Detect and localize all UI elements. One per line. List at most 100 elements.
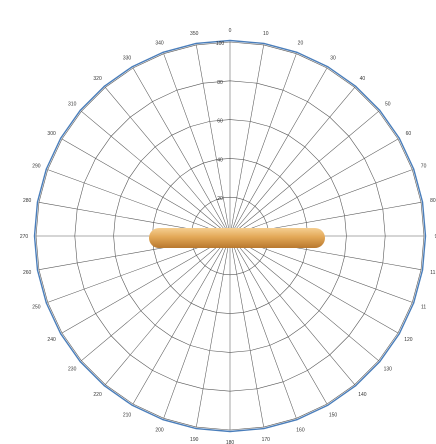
polar-grid	[35, 41, 425, 431]
grid-spoke-50	[229, 111, 379, 237]
grid-spoke-160	[229, 235, 297, 419]
series-point-150	[327, 404, 329, 406]
series-point-220	[103, 385, 105, 387]
angle-tick-label-250: 250	[32, 304, 41, 310]
series-point-50	[379, 109, 381, 111]
series-point-160	[296, 419, 298, 421]
grid-spoke-140	[229, 235, 355, 385]
series-point-100	[421, 269, 424, 271]
radial-tick-label-20: 20	[217, 196, 223, 202]
radial-labels: 20 40 60 80 100	[216, 41, 225, 202]
grid-spoke-340	[163, 53, 231, 237]
angle-tick-label-120: 120	[404, 337, 413, 343]
grid-spoke-130	[229, 235, 379, 361]
series-point-200	[162, 419, 164, 421]
grid-spoke-30	[229, 67, 328, 237]
radial-tick-label-40: 40	[217, 157, 223, 163]
angle-tick-label-290: 290	[32, 164, 41, 170]
angle-tick-label-150: 150	[329, 412, 338, 418]
grid-spoke-10	[229, 44, 264, 237]
series-point-320	[103, 85, 105, 87]
series-point-240	[60, 333, 62, 335]
grid-spoke-150	[229, 235, 328, 405]
series-point-120	[398, 333, 400, 335]
grid-spoke-60	[229, 138, 399, 237]
grid-spoke-170	[229, 235, 264, 428]
angle-tick-label-260: 260	[23, 270, 32, 276]
angle-tick-label-320: 320	[93, 76, 102, 82]
series-point-170	[263, 427, 265, 430]
angle-tick-label-140: 140	[358, 392, 367, 398]
series-point-250	[45, 302, 47, 304]
angle-tick-label-330: 330	[123, 56, 132, 62]
grid-spoke-40	[229, 87, 355, 237]
series-point-290	[45, 168, 47, 170]
series-point-230	[79, 361, 81, 363]
angle-tick-label-10: 10	[263, 31, 269, 37]
angle-tick-label-90: 9	[435, 234, 436, 240]
angle-tick-label-30: 30	[330, 56, 336, 62]
radial-tick-label-60: 60	[217, 119, 223, 125]
series-point-270	[33, 235, 36, 237]
angle-tick-label-80: 80	[430, 198, 436, 204]
grid-spoke-240	[61, 235, 231, 334]
grid-spoke-220	[105, 235, 231, 385]
grid-spoke-330	[132, 67, 231, 237]
grid-spoke-200	[163, 235, 231, 419]
series-point-310	[79, 109, 81, 111]
angle-tick-label-230: 230	[68, 366, 77, 372]
angle-tick-label-60: 60	[406, 131, 412, 137]
series-point-340	[162, 51, 164, 53]
radial-tick-label-100: 100	[216, 41, 225, 47]
angle-tick-label-50: 50	[385, 102, 391, 108]
series-point-0	[229, 39, 231, 42]
angle-tick-label-20: 20	[298, 40, 304, 46]
series-point-130	[379, 361, 381, 363]
series-point-90	[424, 235, 427, 237]
angle-tick-label-240: 240	[47, 337, 56, 343]
grid-spoke-190	[196, 235, 231, 428]
series-point-70	[413, 168, 415, 170]
grid-spoke-20	[229, 53, 297, 237]
series-point-190	[195, 427, 197, 430]
angle-tick-label-170: 170	[262, 437, 271, 443]
series-point-300	[60, 137, 62, 139]
grid-spoke-350	[196, 44, 231, 237]
grid-spoke-300	[61, 138, 231, 237]
angle-tick-label-100: 11	[430, 270, 435, 276]
series-point-260	[36, 269, 39, 271]
series-point-60	[398, 137, 400, 139]
series-point-140	[355, 385, 357, 387]
series-point-210	[131, 404, 133, 406]
series-point-80	[421, 201, 424, 203]
angle-tick-label-300: 300	[47, 131, 56, 137]
series-point-330	[131, 66, 133, 68]
series-point-350	[195, 42, 197, 45]
angle-tick-label-160: 160	[296, 428, 305, 434]
series-point-10	[263, 42, 265, 45]
angle-tick-label-200: 200	[155, 428, 164, 434]
angle-tick-label-190: 190	[190, 437, 199, 443]
angle-tick-label-0: 0	[229, 28, 232, 34]
series-point-280	[36, 201, 39, 203]
loudspeaker-bar-shape	[149, 228, 325, 248]
angle-tick-label-270: 270	[20, 234, 29, 240]
grid-spoke-290	[47, 169, 231, 237]
series-layer	[33, 39, 427, 433]
angle-labels: 0 10 20 30 40 50 60 70 80 9 11 11 120 130 140 150 160 170…	[20, 28, 436, 444]
angle-tick-label-110: 11	[421, 304, 426, 310]
grid-spoke-120	[229, 235, 399, 334]
angle-tick-label-220: 220	[93, 392, 102, 398]
angle-tick-label-130: 130	[384, 366, 393, 372]
grid-spoke-320	[105, 87, 231, 237]
angle-tick-label-280: 280	[23, 198, 32, 204]
grid-spoke-70	[229, 169, 413, 237]
grid-spoke-230	[81, 235, 231, 361]
angle-tick-label-70: 70	[421, 164, 427, 170]
series-point-40	[355, 85, 357, 87]
grid-spoke-310	[81, 111, 231, 237]
series-point-180	[229, 430, 231, 433]
angle-tick-label-350: 350	[190, 31, 199, 37]
radial-tick-label-80: 80	[217, 80, 223, 86]
